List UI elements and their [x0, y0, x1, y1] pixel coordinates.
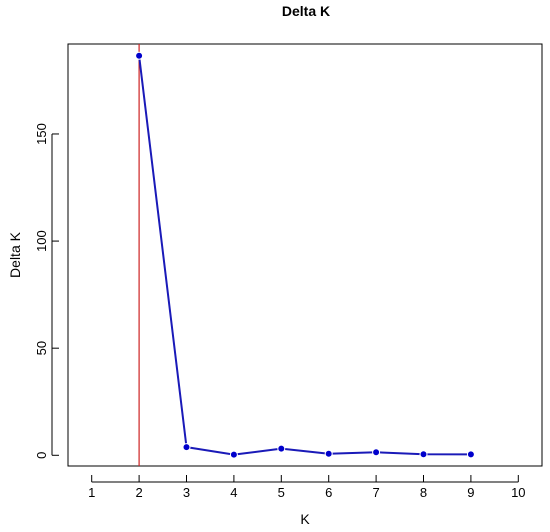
data-point [277, 444, 286, 453]
x-tick-label: 9 [467, 485, 474, 500]
x-tick-label: 5 [278, 485, 285, 500]
series-line [138, 55, 471, 456]
data-point [419, 450, 428, 459]
x-tick-label: 1 [88, 485, 95, 500]
x-axis: 1 2 3 4 5 6 7 8 9 10 [88, 475, 526, 500]
x-tick-label: 2 [135, 485, 142, 500]
data-point [135, 51, 144, 60]
x-tick-label: 3 [183, 485, 190, 500]
series-layer [135, 51, 475, 459]
x-tick-label: 7 [372, 485, 379, 500]
y-tick-label: 0 [34, 452, 49, 459]
x-tick-label: 4 [230, 485, 237, 500]
y-tick-label: 50 [34, 341, 49, 355]
data-point [229, 450, 238, 459]
data-point [324, 449, 333, 458]
y-tick-label: 150 [34, 123, 49, 145]
y-axis-label: Delta K [7, 231, 23, 278]
y-tick-label: 100 [34, 230, 49, 252]
data-point [182, 443, 191, 452]
x-axis-label: K [300, 511, 310, 527]
x-tick-label: 10 [511, 485, 525, 500]
plot-frame [67, 43, 543, 467]
y-axis: 0 50 100 150 [34, 123, 59, 459]
data-point [372, 448, 381, 457]
x-tick-label: 6 [325, 485, 332, 500]
x-tick-label: 8 [420, 485, 427, 500]
data-point [466, 450, 475, 459]
chart-title: Delta K [282, 3, 330, 19]
